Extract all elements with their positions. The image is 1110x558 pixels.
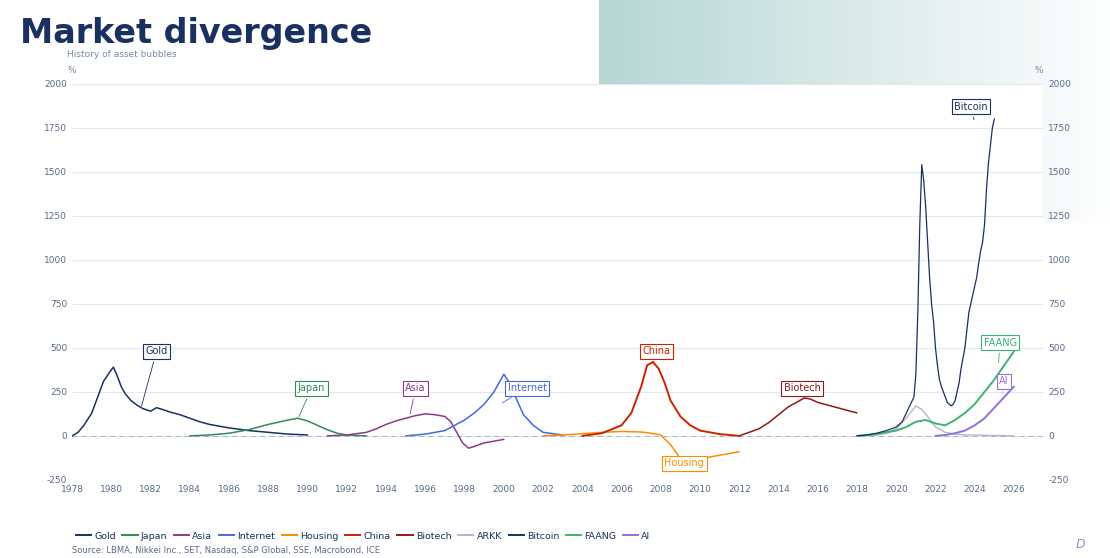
Bar (868, 0, 874, 223)
Bar (1071, 0, 1078, 223)
Text: %: % (68, 66, 75, 75)
Bar (829, 0, 836, 223)
Bar (613, 0, 618, 223)
Text: Japan: Japan (297, 383, 325, 417)
Bar (989, 0, 996, 223)
Bar (1021, 0, 1027, 223)
Bar (1059, 0, 1066, 223)
Bar (874, 0, 880, 223)
Bar (957, 0, 963, 223)
Bar (925, 0, 931, 223)
Bar (1047, 0, 1052, 223)
Text: AI: AI (999, 376, 1009, 393)
Bar (734, 0, 740, 223)
Bar (861, 0, 868, 223)
Bar (996, 0, 1001, 223)
Bar (759, 0, 766, 223)
Bar (778, 0, 785, 223)
Text: D: D (1076, 538, 1086, 551)
Bar (689, 0, 695, 223)
Bar (823, 0, 829, 223)
Bar (836, 0, 842, 223)
Bar (848, 0, 855, 223)
Bar (1052, 0, 1059, 223)
Bar (657, 0, 664, 223)
Bar (880, 0, 887, 223)
Text: FAANG: FAANG (983, 338, 1017, 363)
Bar (1066, 0, 1072, 223)
Bar (982, 0, 989, 223)
Bar (702, 0, 708, 223)
Text: %: % (1035, 66, 1043, 75)
Bar (938, 0, 945, 223)
Bar (683, 0, 689, 223)
Bar (950, 0, 957, 223)
Bar (1040, 0, 1046, 223)
Bar (720, 0, 727, 223)
Bar (797, 0, 804, 223)
Bar (618, 0, 625, 223)
Bar (892, 0, 899, 223)
Bar (771, 0, 778, 223)
Bar (766, 0, 771, 223)
Bar (944, 0, 950, 223)
Bar (715, 0, 720, 223)
Bar (650, 0, 657, 223)
Text: China: China (643, 347, 670, 364)
Bar (746, 0, 753, 223)
Bar (1001, 0, 1008, 223)
Bar (790, 0, 797, 223)
Bar (906, 0, 912, 223)
Bar (1078, 0, 1084, 223)
Bar (817, 0, 823, 223)
Bar (842, 0, 848, 223)
Bar (753, 0, 759, 223)
Bar (708, 0, 715, 223)
Text: Source: LBMA, Nikkei Inc., SET, Nasdaq, S&P Global, SSE, Macrobond, ICE: Source: LBMA, Nikkei Inc., SET, Nasdaq, … (72, 546, 380, 555)
Bar (1015, 0, 1021, 223)
Bar (669, 0, 676, 223)
Bar (963, 0, 970, 223)
Bar (899, 0, 906, 223)
Bar (810, 0, 817, 223)
Legend: Gold, Japan, Asia, Internet, Housing, China, Biotech, ARKK, Bitcoin, FAANG, AI: Gold, Japan, Asia, Internet, Housing, Ch… (72, 528, 655, 545)
Bar (1091, 0, 1097, 223)
Bar (625, 0, 632, 223)
Bar (695, 0, 702, 223)
Bar (664, 0, 669, 223)
Bar (887, 0, 894, 223)
Bar (632, 0, 638, 223)
Bar (727, 0, 734, 223)
Bar (931, 0, 938, 223)
Bar (919, 0, 925, 223)
Text: Market divergence: Market divergence (20, 17, 372, 50)
Bar (1103, 0, 1110, 223)
Bar (637, 0, 644, 223)
Bar (1098, 0, 1103, 223)
Bar (599, 0, 606, 223)
Bar (970, 0, 976, 223)
Bar (1027, 0, 1033, 223)
Bar (644, 0, 650, 223)
Bar (804, 0, 810, 223)
Text: Bitcoin: Bitcoin (953, 102, 988, 120)
Bar (785, 0, 790, 223)
Bar (1008, 0, 1015, 223)
Text: Internet: Internet (503, 383, 547, 403)
Bar (1084, 0, 1091, 223)
Bar (912, 0, 919, 223)
Bar (1033, 0, 1040, 223)
Bar (855, 0, 861, 223)
Text: Asia: Asia (405, 383, 426, 414)
Text: Biotech: Biotech (784, 383, 820, 399)
Text: Housing: Housing (665, 458, 704, 468)
Text: Gold: Gold (142, 347, 168, 406)
Bar (606, 0, 613, 223)
Bar (976, 0, 982, 223)
Bar (740, 0, 746, 223)
Text: History of asset bubbles: History of asset bubbles (68, 50, 176, 59)
Bar (676, 0, 683, 223)
